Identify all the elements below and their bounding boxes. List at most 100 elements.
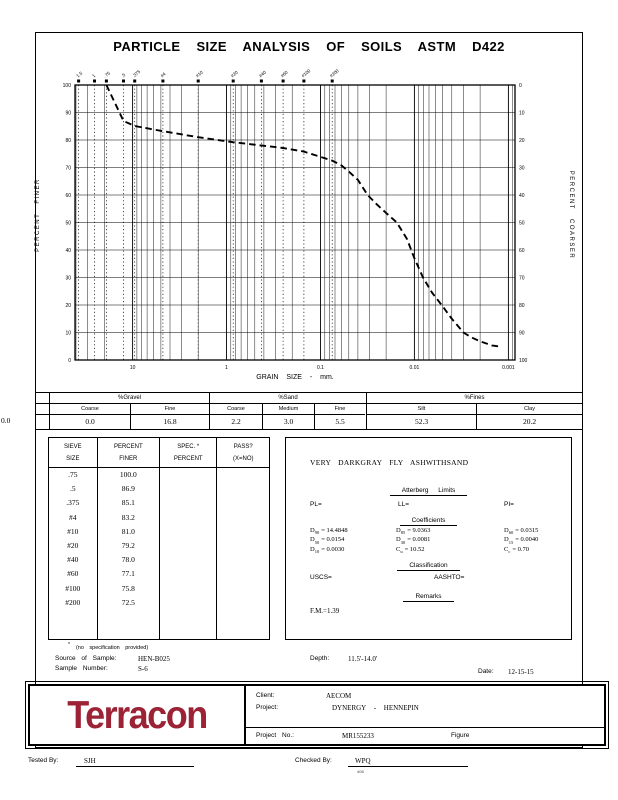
- sieve-size-header-2: SIZE: [66, 456, 80, 462]
- svg-text:30: 30: [519, 165, 525, 171]
- sieve-size-cell: .75: [68, 470, 78, 479]
- pl-label: PL=: [310, 501, 322, 508]
- project-label: Project:: [256, 704, 279, 711]
- svg-text:1: 1: [91, 73, 97, 79]
- footer-box: Terracon Client: AECOM Project: DYNERGY …: [25, 681, 609, 749]
- page-frame: [35, 32, 583, 748]
- project-no-label: Project No.:: [256, 732, 294, 739]
- material-description: VERY DARKGRAY FLY ASHWITHSAND: [310, 458, 469, 467]
- tested-by-underline: [76, 766, 194, 767]
- svg-text:100: 100: [519, 358, 528, 364]
- source-of-sample-label: Source of Sample:: [55, 655, 117, 662]
- fines-group-header: %Fines: [367, 393, 582, 404]
- description-box: VERY DARKGRAY FLY ASHWITHSAND Atterberg …: [285, 437, 572, 640]
- sieve-size-cell: #100: [65, 583, 81, 593]
- project-value: DYNERGY - HENNEPIN: [332, 704, 419, 712]
- gravel-fine-header: Fine: [131, 404, 209, 415]
- coefficient: D85 = 9.0363: [396, 527, 431, 536]
- coefficient: D15 = 0.0040: [504, 536, 539, 545]
- svg-text:40: 40: [65, 248, 71, 254]
- svg-text:.5: .5: [120, 72, 126, 79]
- sand-group: %Sand Coarse 2.2 Medium 3.0 Fine 5.5: [209, 393, 366, 429]
- x-axis-label: GRAIN SIZE - mm.: [256, 374, 334, 381]
- sieve-size-cell: #10: [67, 526, 79, 536]
- percent-finer-cell: 78.0: [121, 555, 135, 565]
- project-no-value: MR155233: [342, 732, 374, 740]
- svg-text:90: 90: [519, 330, 525, 336]
- percent-finer-header-2: FINER: [119, 456, 138, 462]
- svg-text:.375: .375: [131, 69, 141, 79]
- svg-text:0.1: 0.1: [317, 365, 324, 371]
- percent-finer-cell: 86.9: [121, 484, 135, 494]
- terracon-logo: Terracon: [67, 692, 208, 737]
- coefficient: D60 = 0.0315: [504, 527, 539, 536]
- coefficient: D10 = 0.0030: [310, 545, 345, 554]
- svg-text:70: 70: [65, 165, 71, 171]
- spec-percent-column: SPEC. * PERCENT: [160, 438, 218, 639]
- sand-group-header: %Sand: [210, 393, 366, 404]
- source-of-sample-value: HEN-B025: [138, 655, 170, 663]
- coefficients-grid: D90 = 14.4848 D85 = 9.0363 D60 = 0.0315 D50 = 0…: [310, 527, 582, 554]
- svg-text:60: 60: [519, 248, 525, 254]
- svg-text:#20: #20: [230, 69, 239, 78]
- sand-medium-value: 3.0: [283, 417, 294, 426]
- remarks-title: Remarks: [403, 593, 454, 602]
- coefficient: D30 = 0.0081: [396, 536, 431, 545]
- gravel-group: %Gravel Coarse 0.0 Fine 16.8: [49, 393, 209, 429]
- percent-finer-column: PERCENT FINER 100.0 86.9 85.1 83.2 81.0 79.2 7…: [97, 438, 160, 639]
- svg-text:0: 0: [519, 83, 522, 89]
- gravel-coarse-value: 0.0: [85, 417, 95, 426]
- coefficient: D90 = 14.4848: [310, 527, 348, 536]
- pass-column: PASS? (X=NO): [217, 438, 270, 639]
- svg-text:.75: .75: [103, 70, 111, 78]
- sieve-size-cell: #60: [67, 569, 79, 579]
- svg-text:1: 1: [225, 365, 228, 371]
- checked-by-label: Checked By:: [295, 757, 332, 764]
- cobbles-value: 0.0: [1, 416, 11, 425]
- percent-finer-cell: 79.2: [121, 540, 135, 550]
- checked-by-underline: [348, 766, 468, 767]
- report-title: PARTICLE SIZE ANALYSIS OF SOILS ASTM D42…: [113, 39, 505, 54]
- svg-text:20: 20: [65, 303, 71, 309]
- tested-by-label: Tested By:: [28, 757, 59, 764]
- gravel-coarse-header: Coarse: [50, 404, 130, 415]
- logo-cell: Terracon: [30, 686, 246, 744]
- percent-finer-cell: 85.1: [121, 498, 135, 508]
- svg-text:50: 50: [519, 220, 525, 226]
- sieve-size-header-1: SIEVE: [63, 444, 82, 450]
- atterberg-limits-title: Atterberg Limits: [389, 487, 468, 496]
- sand-medium-header: Medium: [263, 404, 314, 415]
- sieve-size-column: SIEVE SIZE .75 .5 .375 #4 #10 #20 #40 #60 #100 #2…: [49, 438, 98, 639]
- percent-finer-cell: 72.5: [121, 597, 135, 607]
- sieve-size-cell: .5: [69, 484, 76, 494]
- svg-text:60: 60: [65, 193, 71, 199]
- svg-text:0.001: 0.001: [502, 365, 515, 371]
- percent-finer-cell: 83.2: [121, 512, 135, 522]
- svg-text:#60: #60: [280, 69, 289, 78]
- sample-number-value: S-6: [138, 665, 148, 673]
- svg-text:70: 70: [519, 275, 525, 281]
- clay-value: 20.2: [522, 417, 537, 426]
- percent-finer-cell: 77.1: [121, 569, 135, 579]
- pass-header-2: (X=NO): [232, 456, 254, 462]
- footnote-star: *: [68, 642, 70, 648]
- date-label: Date:: [478, 668, 494, 675]
- svg-text:#200: #200: [329, 68, 340, 79]
- classification-title: Classification: [397, 562, 460, 571]
- depth-label: Depth:: [310, 655, 330, 662]
- project-info-cell: Client: AECOM Project: DYNERGY - HENNEPI…: [246, 686, 604, 744]
- percent-finer-cell: 81.0: [121, 526, 135, 536]
- sieve-size-cell: #200: [65, 597, 81, 607]
- date-value: 12-15-15: [508, 668, 534, 676]
- svg-text:30: 30: [65, 275, 71, 281]
- ll-label: LL=: [398, 501, 410, 508]
- coefficient: Cu = 10.52: [396, 545, 425, 554]
- fineness-modulus: F.M.=1.39: [310, 607, 340, 615]
- sieve-size-cell: #40: [67, 555, 79, 565]
- spec-footnote: * (no specification provided): [68, 642, 148, 651]
- sand-coarse-value: 2.2: [231, 417, 241, 426]
- svg-text:100: 100: [63, 83, 72, 89]
- svg-text:10: 10: [130, 365, 136, 371]
